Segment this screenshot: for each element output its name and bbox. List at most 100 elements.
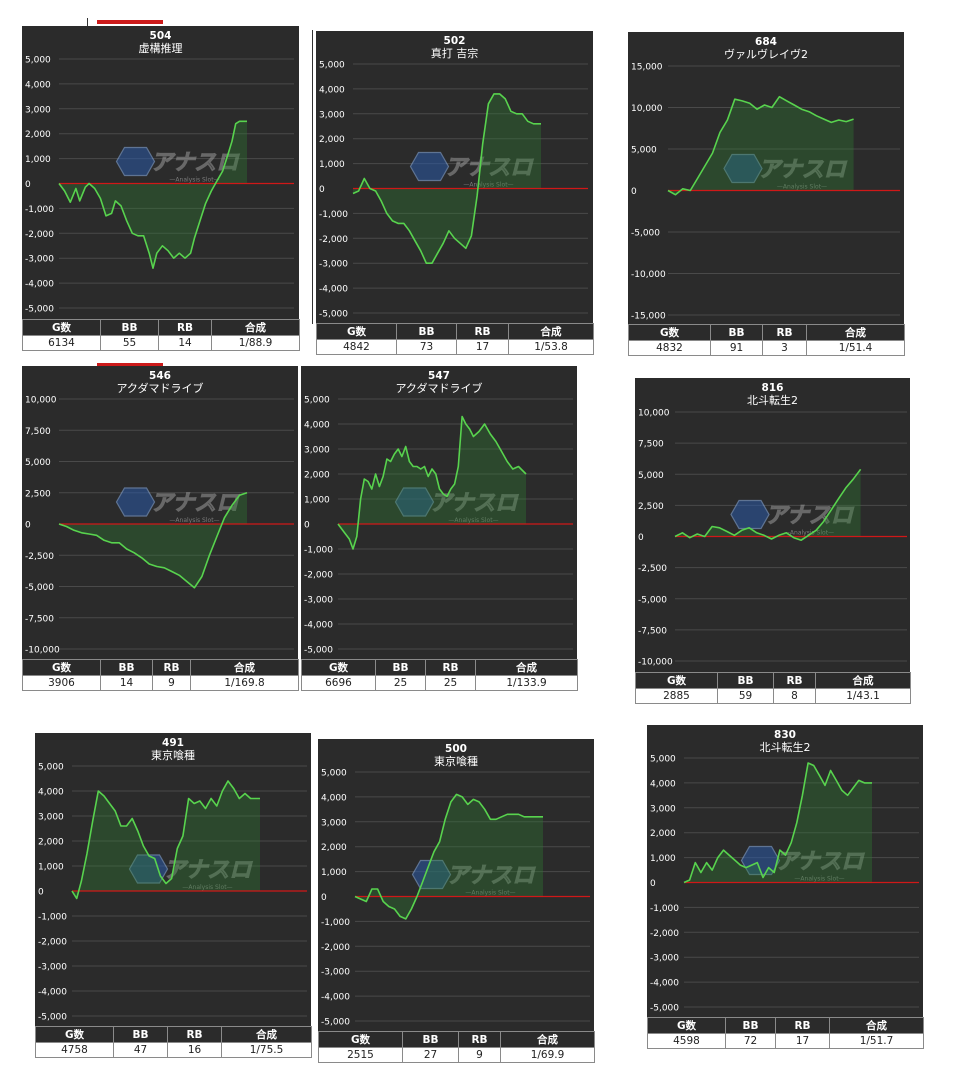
games-header: G数 <box>301 659 376 676</box>
machine-panel-500[interactable]: 500 東京喰種 5,000 4,000 3,000 2,000 1,000 0 -1,000 -… <box>318 739 595 1063</box>
y-tick-label: 5,000 <box>631 146 657 156</box>
watermark-brand: アナスロ <box>164 858 254 883</box>
y-tick-label: 4,000 <box>650 779 676 789</box>
machine-panel-546[interactable]: 546 アクダマドライブ 10,000 7,500 5,000 2,500 0 -2,500 -… <box>22 366 299 691</box>
combined-header: 合成 <box>221 1026 312 1043</box>
stats-table: G数 BB RB 合成 4832 91 3 1/51.4 <box>628 324 905 356</box>
bb-header: BB <box>375 659 426 676</box>
games-header: G数 <box>318 1031 403 1048</box>
bb-header: BB <box>113 1026 168 1043</box>
chart-area: 504 虚構推理 5,000 4,000 3,000 2,000 1,000 0 -1,000 -… <box>22 26 299 319</box>
y-tick-label: -2,000 <box>25 230 54 240</box>
y-tick-label: 3,000 <box>321 818 347 828</box>
combined-header: 合成 <box>500 1031 595 1048</box>
rb-value: 9 <box>152 675 191 691</box>
series-area <box>355 794 543 919</box>
y-tick-label: 0 <box>25 521 31 531</box>
y-tick-label: 3,000 <box>319 110 345 120</box>
y-tick-label: 10,000 <box>25 396 57 406</box>
y-tick-label: 10,000 <box>638 409 670 419</box>
y-tick-label: 5,000 <box>25 56 51 66</box>
bb-header: BB <box>100 319 159 336</box>
watermark: アナスロ—Analysis Slot— <box>115 146 241 184</box>
logo-hex-icon <box>115 146 156 177</box>
y-tick-label: -1,000 <box>319 210 348 220</box>
rb-value: 8 <box>773 688 816 704</box>
machine-panel-684[interactable]: 684 ヴァルヴレイヴ2 15,000 10,000 5,000 0 -5,000 -10,0… <box>628 32 905 356</box>
bb-header: BB <box>717 672 774 689</box>
y-tick-label: 7,500 <box>638 440 664 450</box>
y-tick-label: 2,500 <box>638 502 664 512</box>
watermark-sub: —Analysis Slot— <box>182 884 232 891</box>
watermark-brand: アナスロ <box>445 156 535 181</box>
watermark-sub: —Analysis Slot— <box>169 177 219 184</box>
watermark-sub: —Analysis Slot— <box>448 517 498 524</box>
y-tick-label: -1,000 <box>650 904 679 914</box>
machine-name: 北斗転生2 <box>747 393 798 407</box>
watermark: アナスロ—Analysis Slot— <box>740 845 866 883</box>
machine-panel-547[interactable]: 547 アクダマドライブ 5,000 4,000 3,000 2,000 1,000 0 -1,… <box>301 366 578 691</box>
rb-value: 25 <box>425 675 476 691</box>
machine-panel-816[interactable]: 816 北斗転生2 10,000 7,500 5,000 2,500 0 -2,500 -5,0… <box>635 378 911 704</box>
series-area <box>59 492 247 588</box>
watermark-sub: —Analysis Slot— <box>784 530 834 537</box>
combined-value: 1/53.8 <box>508 339 594 355</box>
watermark: アナスロ—Analysis Slot— <box>730 499 855 537</box>
machine-panel-504[interactable]: 504 虚構推理 5,000 4,000 3,000 2,000 1,000 0 -1,000 -… <box>22 26 300 351</box>
stats-table: G数 BB RB 合成 3906 14 9 1/169.8 <box>22 659 299 691</box>
machine-panel-830[interactable]: 830 北斗転生2 5,000 4,000 3,000 2,000 1,000 0 -1,000… <box>647 725 924 1049</box>
y-tick-label: -5,000 <box>638 595 667 605</box>
y-tick-label: 0 <box>38 888 44 898</box>
combined-value: 1/133.9 <box>475 675 578 691</box>
games-header: G数 <box>22 659 101 676</box>
series-line <box>674 468 862 541</box>
y-tick-label: -4,000 <box>650 979 679 989</box>
rb-value: 16 <box>167 1042 222 1058</box>
y-tick-label: 4,000 <box>321 793 347 803</box>
combined-value: 1/51.7 <box>829 1033 924 1049</box>
stats-table: G数 BB RB 合成 6696 25 25 1/133.9 <box>301 659 578 691</box>
stats-table: G数 BB RB 合成 2885 59 8 1/43.1 <box>635 672 911 704</box>
machine-number: 500 <box>445 743 467 755</box>
series-line <box>337 415 527 550</box>
series-area <box>59 121 247 269</box>
rb-header: RB <box>775 1017 830 1034</box>
machine-number: 546 <box>149 370 171 382</box>
games-header: G数 <box>628 324 711 341</box>
y-tick-label: 1,000 <box>25 155 51 165</box>
watermark-brand: アナスロ <box>776 850 866 875</box>
y-tick-label: -2,000 <box>319 235 348 245</box>
series-area <box>353 93 541 264</box>
logo-hex-icon <box>740 845 781 876</box>
series-line <box>683 762 872 884</box>
rb-value: 17 <box>775 1033 830 1049</box>
red-tab-marker <box>97 363 163 367</box>
y-tick-label: -5,000 <box>304 646 333 656</box>
bb-value: 72 <box>725 1033 776 1049</box>
bb-header: BB <box>402 1031 459 1048</box>
bb-value: 47 <box>113 1042 168 1058</box>
games-header: G数 <box>22 319 101 336</box>
y-tick-label: 10,000 <box>631 104 663 114</box>
watermark: アナスロ—Analysis Slot— <box>115 487 241 524</box>
machine-panel-502[interactable]: 502 真打 吉宗 5,000 4,000 3,000 2,000 1,000 0 -1,000… <box>316 31 594 355</box>
y-tick-label: -4,000 <box>321 993 350 1003</box>
y-tick-label: -2,000 <box>650 929 679 939</box>
y-tick-label: -2,500 <box>25 552 54 562</box>
watermark-sub: —Analysis Slot— <box>169 517 219 524</box>
machine-number: 491 <box>162 737 184 749</box>
games-value: 6696 <box>301 675 376 691</box>
y-tick-label: 1,000 <box>321 868 347 878</box>
rb-value: 9 <box>458 1047 501 1063</box>
stats-table: G数 BB RB 合成 4842 73 17 1/53.8 <box>316 323 594 355</box>
watermark: アナスロ—Analysis Slot— <box>128 854 254 891</box>
y-tick-label: 5,000 <box>650 755 676 765</box>
y-tick-label: 0 <box>304 521 310 531</box>
bb-value: 25 <box>375 675 426 691</box>
machine-panel-491[interactable]: 491 東京喰種 5,000 4,000 3,000 2,000 1,000 0 -1,000 -… <box>35 733 312 1058</box>
combined-value: 1/69.9 <box>500 1047 595 1063</box>
series-area <box>668 96 854 195</box>
